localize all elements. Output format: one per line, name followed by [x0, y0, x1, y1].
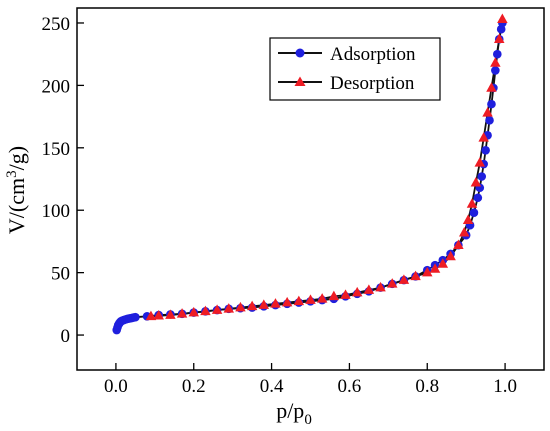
adsorption-point [485, 116, 494, 125]
desorption-point [470, 177, 482, 187]
y-tick-label: 250 [42, 14, 71, 35]
adsorption-point [469, 208, 479, 218]
desorption-point [351, 286, 363, 297]
y-tick-label: 100 [42, 201, 71, 222]
adsorption-point [481, 146, 490, 155]
x-tick-label: 0.0 [104, 376, 128, 397]
desorption-point [458, 226, 470, 237]
desorption-point [437, 258, 449, 268]
desorption-point [176, 308, 188, 318]
desorption-point [293, 295, 305, 306]
desorption-point [466, 198, 478, 208]
desorption-point [493, 33, 505, 44]
x-tick-label: 0.4 [260, 376, 284, 397]
desorption-point [422, 266, 433, 277]
adsorption-point [487, 99, 496, 109]
y-axis-label-pre: V/(cm [4, 178, 29, 234]
x-tick-label: 0.2 [182, 376, 206, 397]
y-tick-label: 150 [42, 139, 71, 160]
desorption-point [188, 306, 199, 317]
desorption-point [165, 309, 176, 319]
desorption-point [235, 301, 246, 312]
desorption-point [270, 298, 281, 308]
adsorption-point [491, 66, 500, 75]
desorption-point [410, 270, 421, 281]
desorption-point [429, 263, 441, 273]
legend-adsorption-label: Adsorption [330, 44, 416, 65]
desorption-point [153, 310, 164, 320]
x-tick-label: 0.8 [415, 376, 439, 397]
desorption-point [246, 300, 258, 311]
desorption-point [211, 304, 223, 314]
y-axis-label: V/(cm3/g) [4, 146, 29, 234]
series-layer [112, 13, 508, 335]
desorption-line [150, 19, 504, 318]
desorption-point [363, 284, 375, 294]
desorption-point [478, 132, 489, 142]
desorption-point [486, 82, 497, 92]
y-axis-label-post: /g) [4, 146, 29, 170]
desorption-point [497, 13, 508, 24]
desorption-point [490, 57, 501, 67]
desorption-point [200, 305, 211, 316]
desorption-point [305, 294, 316, 304]
y-tick-label: 50 [51, 264, 70, 285]
plot-frame [76, 7, 545, 371]
x-axis-label-main: p/p [276, 398, 304, 423]
adsorption-point [131, 312, 140, 322]
desorption-point [223, 303, 235, 313]
x-tick-label: 1.0 [493, 376, 517, 397]
desorption-point [482, 107, 493, 117]
adsorption-point [493, 49, 502, 59]
desorption-point [474, 157, 486, 167]
legend-desorption-label: Desorption [330, 73, 415, 94]
desorption-point [462, 214, 474, 225]
adsorption-point [477, 172, 487, 181]
x-axis-label: p/p0 [276, 398, 312, 428]
x-tick-label: 0.6 [338, 376, 362, 397]
desorption-point [340, 289, 351, 299]
desorption-point [258, 299, 270, 309]
x-axis-label-sub: 0 [304, 412, 312, 428]
legend-desorption-marker [294, 76, 306, 86]
adsorption-point [473, 193, 483, 203]
desorption-point [453, 239, 464, 249]
desorption-point [145, 310, 157, 321]
desorption-point [328, 290, 340, 301]
axis-ticks: 0.0 0.2 0.4 0.6 0.8 1.0 0 50 100 150 200 250 [42, 14, 517, 397]
legend-box [269, 37, 441, 101]
desorption-point [386, 278, 398, 288]
desorption-point [316, 293, 328, 303]
y-tick-label: 0 [61, 326, 71, 347]
legend-adsorption-marker [295, 48, 305, 58]
legend: Adsorption Desorption [269, 37, 441, 101]
y-axis-label-sup: 3 [4, 170, 20, 178]
desorption-point [281, 296, 293, 307]
desorption-point [375, 281, 386, 292]
desorption-point [398, 274, 410, 284]
y-tick-label: 200 [42, 76, 71, 97]
desorption-point [445, 250, 456, 261]
